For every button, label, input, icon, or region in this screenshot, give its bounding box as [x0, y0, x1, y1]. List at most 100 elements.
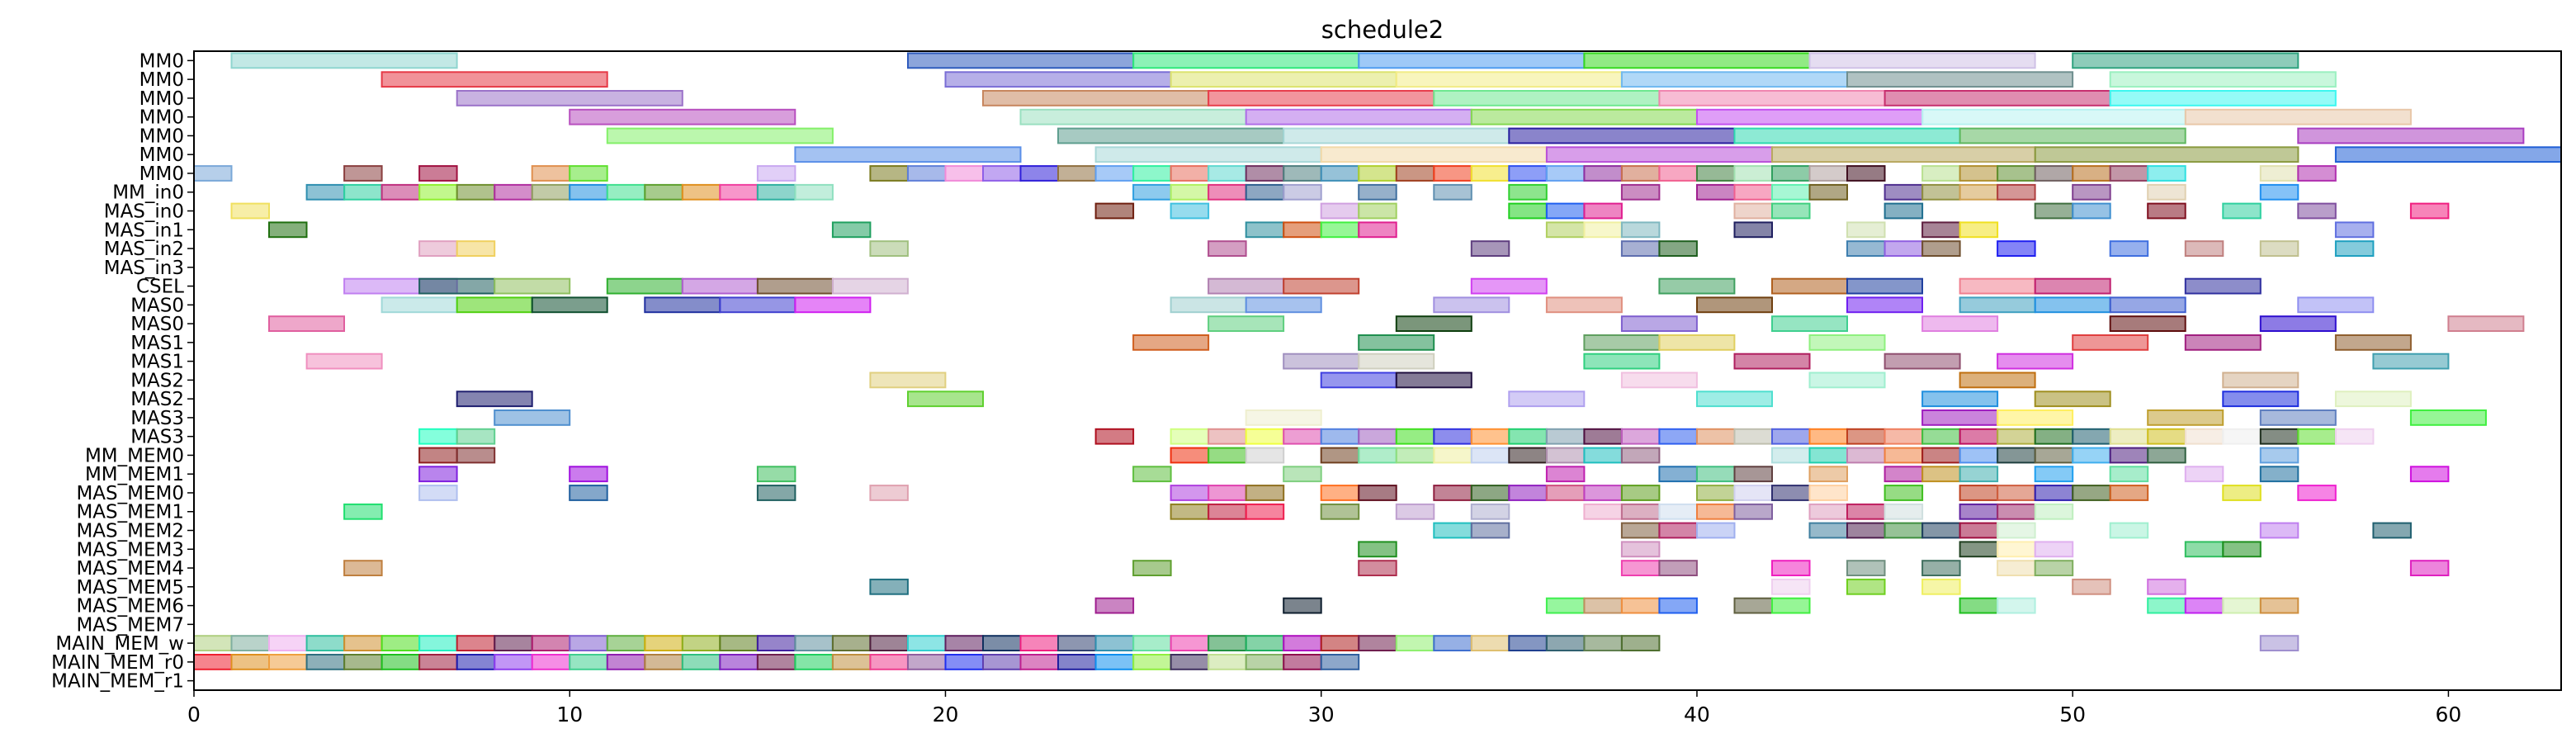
schedule-bar [1846, 447, 1886, 464]
schedule-bar [1808, 428, 1848, 445]
schedule-bar [1959, 428, 1999, 445]
schedule-bar [1620, 635, 1661, 652]
schedule-bar [1997, 447, 2036, 464]
schedule-bar [831, 654, 872, 670]
schedule-bar [1583, 334, 1661, 351]
y-tick-label: MAS_MEM5 [76, 577, 184, 599]
schedule-bar [2409, 466, 2450, 483]
y-tick-label: MAS1 [130, 352, 184, 373]
schedule-bar [2109, 296, 2186, 314]
schedule-bar [2034, 447, 2074, 464]
schedule-bar [2259, 597, 2299, 614]
schedule-bar [1658, 466, 1698, 483]
schedule-bar [2372, 353, 2450, 370]
schedule-bar [1057, 165, 1097, 182]
schedule-bar [305, 183, 346, 201]
schedule-bar [1959, 503, 1999, 520]
schedule-bar [1771, 578, 1811, 595]
schedule-bar [1771, 277, 1848, 295]
schedule-bar [869, 578, 909, 595]
schedule-bar [1245, 485, 1285, 501]
y-tick-label: MM0 [139, 144, 184, 166]
schedule-bar [606, 127, 834, 144]
y-tick-label: CSEL [136, 277, 184, 298]
schedule-bar [1921, 560, 1961, 577]
schedule-bar [1658, 165, 1698, 182]
schedule-bar [681, 654, 721, 670]
schedule-bar [1771, 560, 1811, 577]
schedule-bar [1771, 428, 1811, 445]
schedule-bar [1508, 428, 1548, 445]
schedule-bar [418, 183, 458, 201]
schedule-bar [1846, 240, 1886, 258]
schedule-bar [1508, 485, 1548, 501]
schedule-bar [456, 296, 533, 314]
schedule-bar [606, 635, 646, 652]
schedule-bar [1470, 240, 1510, 258]
schedule-bar [2184, 428, 2224, 445]
schedule-bar [1208, 165, 1247, 182]
schedule-bar [1508, 165, 1548, 182]
schedule-bar [1170, 635, 1210, 652]
schedule-bar [1094, 428, 1135, 445]
schedule-bar [1620, 541, 1661, 558]
schedule-bar [1208, 635, 1247, 652]
schedule-bar [1658, 90, 1886, 106]
schedule-bar [1132, 654, 1172, 670]
schedule-bar [2334, 146, 2562, 163]
schedule-bar [1019, 108, 1247, 125]
schedule-bar [644, 635, 683, 652]
schedule-bar [2034, 466, 2074, 483]
schedule-bar [756, 165, 796, 182]
schedule-bar [719, 654, 759, 670]
schedule-bar [2109, 428, 2149, 445]
schedule-bar [1358, 560, 1397, 577]
y-tick-label: MAS_in2 [104, 239, 184, 260]
schedule-bar [494, 183, 533, 201]
schedule-bar [1884, 183, 1924, 201]
schedule-bar [1620, 447, 1661, 464]
schedule-bar [456, 183, 496, 201]
schedule-bar [1620, 165, 1661, 182]
schedule-bar [794, 146, 1022, 163]
schedule-bar [2109, 240, 2149, 258]
y-tick-label: MM0 [139, 163, 184, 185]
schedule-bar [343, 183, 383, 201]
schedule-bar [1245, 447, 1285, 464]
schedule-bar [2184, 466, 2224, 483]
y-tick-label: MAS0 [130, 314, 184, 335]
schedule-bar [869, 485, 909, 501]
schedule-bar [1733, 353, 1811, 370]
schedule-bar [2409, 409, 2487, 426]
schedule-bar [1884, 353, 1961, 370]
schedule-bar [193, 165, 233, 182]
schedule-bar [193, 654, 233, 670]
schedule-bar [305, 635, 346, 652]
schedule-bar [1921, 108, 2186, 125]
schedule-bar [569, 654, 608, 670]
schedule-bar [2259, 409, 2337, 426]
schedule-bar [1358, 485, 1397, 501]
schedule-bar [2072, 485, 2111, 501]
schedule-bar [2222, 390, 2299, 408]
schedule-bar [756, 277, 834, 295]
schedule-bar [1283, 127, 1510, 144]
schedule-bar [1433, 428, 1472, 445]
schedule-bar [1283, 428, 1322, 445]
schedule-bar [2184, 240, 2224, 258]
schedule-bar [1508, 447, 1548, 464]
y-tick-label: MAS_in3 [104, 258, 184, 279]
schedule-bar [756, 654, 796, 670]
schedule-bar [1583, 221, 1623, 239]
schedule-bar [2109, 315, 2186, 333]
schedule-bar [606, 183, 646, 201]
schedule-bar [2072, 447, 2111, 464]
schedule-bar [2147, 597, 2186, 614]
schedule-bar [1959, 183, 1999, 201]
schedule-bar [1358, 447, 1397, 464]
schedule-bar [1620, 240, 1661, 258]
schedule-bar [1620, 560, 1661, 577]
schedule-bar [418, 635, 458, 652]
schedule-bar [1884, 90, 2111, 106]
schedule-bar [343, 503, 383, 520]
